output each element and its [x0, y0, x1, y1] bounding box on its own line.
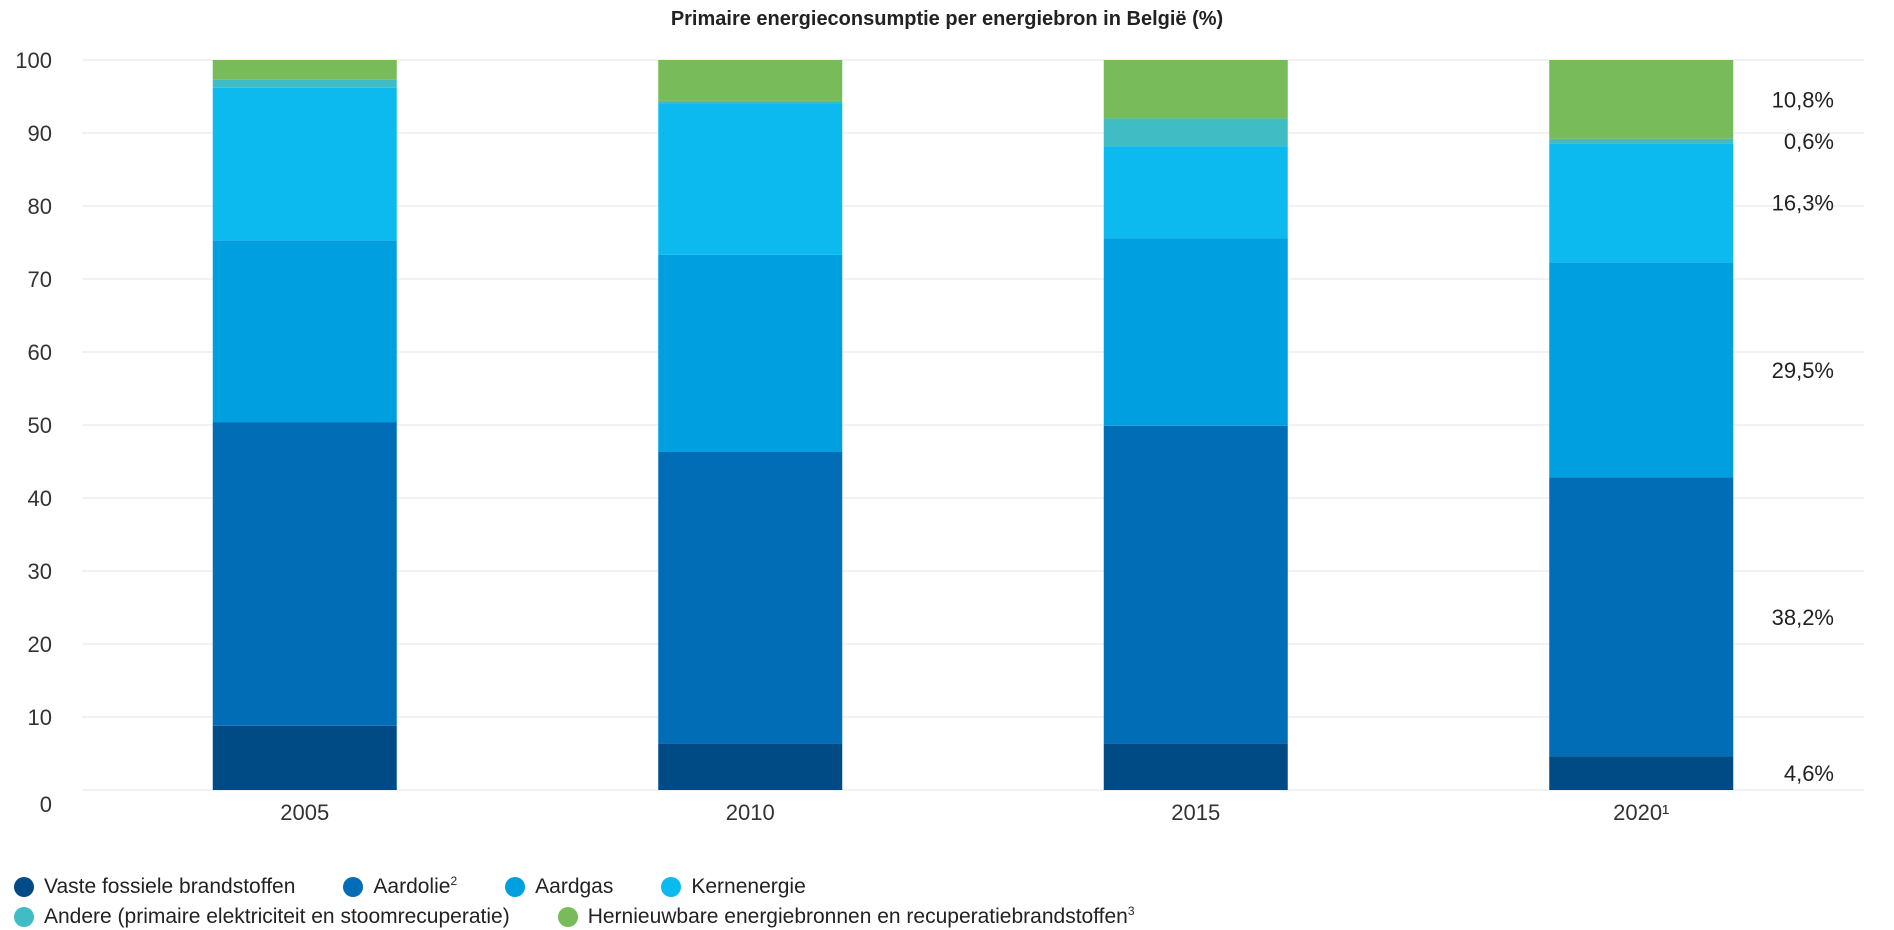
y-tick-label: 40	[28, 486, 52, 511]
legend-label: Andere (primaire elektriciteit en stoomr…	[44, 904, 510, 928]
legend-label: Hernieuwbare energiebronnen en recuperat…	[587, 904, 1135, 928]
bar-segment[interactable]	[658, 452, 843, 744]
y-tick-label: 30	[28, 559, 52, 584]
bar-segment[interactable]	[212, 240, 397, 423]
legend-dot-icon	[505, 876, 526, 897]
legend-item-aardolie[interactable]: Aardolie2	[343, 874, 457, 899]
y-tick-label: 100	[15, 48, 52, 73]
bar-segment[interactable]	[658, 100, 843, 104]
y-tick-label: 0	[40, 792, 52, 817]
data-label: 16,3%	[1772, 191, 1834, 216]
bar-segment[interactable]	[1103, 425, 1288, 744]
legend-dot-icon	[343, 876, 364, 897]
data-label: 38,2%	[1772, 605, 1834, 630]
legend-footnote: 2	[450, 874, 458, 888]
bar-segment[interactable]	[1549, 143, 1734, 263]
bar-segment[interactable]	[212, 87, 397, 241]
legend-item-andere[interactable]: Andere (primaire elektriciteit en stoomr…	[14, 905, 510, 929]
bar-segments	[212, 60, 1734, 790]
chart-title: Primaire energieconsumptie per energiebr…	[670, 8, 1224, 30]
bar-segment[interactable]	[1549, 477, 1734, 757]
x-tick-label: 2020¹	[1613, 800, 1669, 825]
y-tick-label: 90	[28, 121, 52, 146]
legend-label: Kernenergie	[691, 874, 806, 898]
x-axis-ticks: 2005 2010 2015 2020¹	[280, 800, 1669, 825]
y-tick-label: 50	[28, 413, 52, 438]
legend-item-kernenergie[interactable]: Kernenergie	[661, 874, 806, 899]
bar-segment[interactable]	[658, 103, 843, 255]
x-tick-label: 2010	[726, 800, 775, 825]
y-tick-label: 10	[28, 705, 52, 730]
legend-label: Aardolie2	[373, 874, 458, 898]
legend-row-1: Vaste fossiele brandstoffen Aardolie2 Aa…	[14, 874, 854, 899]
y-tick-label: 80	[28, 194, 52, 219]
legend-item-aardgas[interactable]: Aardgas	[505, 875, 613, 899]
legend-dot-icon	[557, 906, 578, 927]
bar-segment[interactable]	[212, 79, 397, 88]
bar-segment[interactable]	[1103, 118, 1288, 147]
legend-dot-icon	[14, 906, 34, 927]
data-label: 29,5%	[1772, 358, 1834, 383]
bar-segment[interactable]	[1549, 756, 1734, 790]
bar-segment[interactable]	[212, 725, 397, 790]
bar-segment[interactable]	[1103, 146, 1288, 239]
y-tick-label: 20	[28, 632, 52, 657]
bar-segment[interactable]	[658, 254, 843, 453]
bar-segment[interactable]	[1103, 60, 1288, 119]
y-tick-label: 60	[28, 340, 52, 365]
bar-segment[interactable]	[1549, 262, 1734, 478]
data-label: 10,8%	[1772, 87, 1834, 112]
y-tick-label: 70	[28, 267, 52, 292]
legend-dot-icon	[661, 876, 682, 897]
bar-segment[interactable]	[658, 743, 843, 790]
y-axis-ticks: 0 10 20 30 40 50 60 70 80 90 100	[15, 48, 52, 817]
data-labels: 4,6% 38,2% 29,5% 16,3% 0,6% 10,8%	[1772, 87, 1834, 786]
legend-item-vaste-fossiele[interactable]: Vaste fossiele brandstoffen	[14, 875, 295, 899]
bar-segment[interactable]	[1103, 743, 1288, 790]
data-label: 0,6%	[1784, 129, 1834, 154]
bar-segment[interactable]	[658, 60, 843, 101]
x-tick-label: 2005	[280, 800, 329, 825]
legend-label: Vaste fossiele brandstoffen	[44, 874, 296, 898]
bar-segment[interactable]	[1103, 238, 1288, 426]
legend-label: Aardgas	[535, 874, 614, 898]
x-tick-label: 2015	[1171, 800, 1220, 825]
legend-dot-icon	[14, 876, 34, 897]
bar-segment[interactable]	[212, 422, 397, 726]
legend-footnote: 3	[1127, 904, 1135, 918]
legend-item-hernieuwbare[interactable]: Hernieuwbare energiebronnen en recuperat…	[557, 904, 1135, 929]
bar-segment[interactable]	[1549, 138, 1734, 144]
data-label: 4,6%	[1784, 761, 1834, 786]
bar-segment[interactable]	[1549, 60, 1734, 139]
bar-segment[interactable]	[212, 60, 397, 80]
legend-row-2: Andere (primaire elektriciteit en stoomr…	[14, 904, 1183, 929]
